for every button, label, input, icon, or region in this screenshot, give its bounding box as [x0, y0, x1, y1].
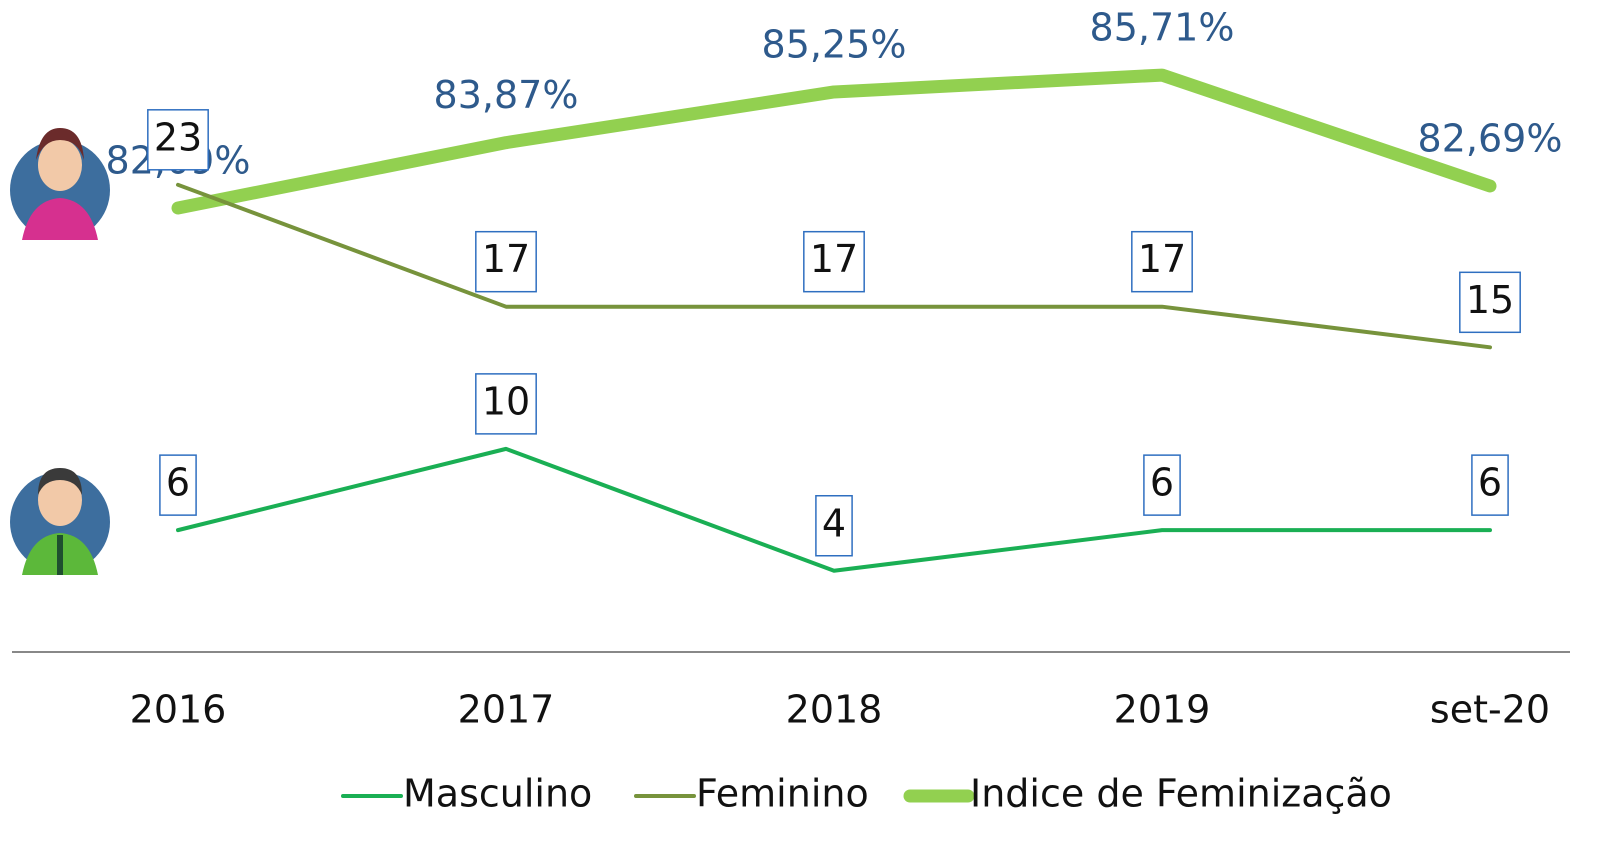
data-label: 6 — [1150, 461, 1174, 505]
legend-label: Masculino — [403, 772, 592, 816]
data-label: 17 — [810, 237, 858, 281]
data-label: 82,69% — [1418, 116, 1563, 160]
x-tick-label: 2016 — [130, 688, 227, 732]
x-tick-label: 2018 — [786, 688, 883, 732]
data-label: 6 — [166, 461, 190, 505]
series-line — [178, 75, 1490, 208]
data-label: 83,87% — [434, 73, 579, 117]
male-icon — [10, 468, 110, 575]
legend-label: Feminino — [696, 772, 869, 816]
data-label: 6 — [1478, 461, 1502, 505]
chart: 2016201720182019set-2082,09%83,87%85,25%… — [0, 0, 1623, 849]
data-label: 85,25% — [762, 22, 907, 66]
x-tick-label: 2019 — [1114, 688, 1211, 732]
legend-label: Indice de Feminização — [970, 772, 1392, 816]
data-label: 17 — [482, 237, 530, 281]
data-label: 15 — [1466, 278, 1514, 322]
x-tick-label: 2017 — [458, 688, 555, 732]
x-tick-label: set-20 — [1430, 688, 1550, 732]
data-label: 4 — [822, 501, 846, 545]
data-label: 85,71% — [1090, 6, 1235, 50]
data-label: 23 — [154, 115, 202, 159]
data-label: 17 — [1138, 237, 1186, 281]
data-label: 10 — [482, 379, 530, 423]
female-icon — [10, 128, 110, 240]
